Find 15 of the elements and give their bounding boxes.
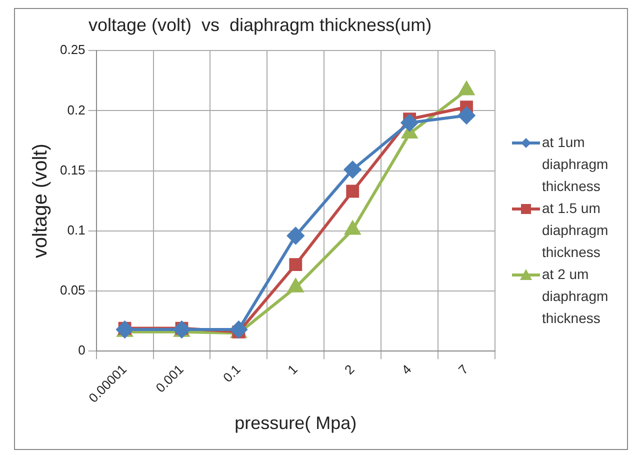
y-tick-label: 0.1: [67, 222, 86, 238]
x-tick-label: 7: [455, 362, 472, 378]
y-tick-label: 0.25: [60, 42, 86, 58]
x-tick-label: 1: [284, 362, 300, 378]
y-tick-label: 0.15: [60, 162, 86, 178]
y-tick-label: 0.05: [60, 282, 86, 298]
legend-label: at 2 um diaphragm thickness: [542, 265, 610, 328]
x-axis-title: pressure( Mpa): [234, 413, 357, 434]
y-axis-title: voltage (volt): [30, 144, 52, 258]
chart-title: voltage (volt) vs diaphragm thickness(um): [88, 14, 432, 35]
y-tick-label: 0: [78, 342, 86, 358]
x-tick-label: 0.1: [220, 362, 244, 386]
x-tick-label: 4: [398, 362, 414, 378]
x-tick-label: 2: [342, 362, 358, 378]
y-tick-label: 0.2: [67, 102, 86, 118]
